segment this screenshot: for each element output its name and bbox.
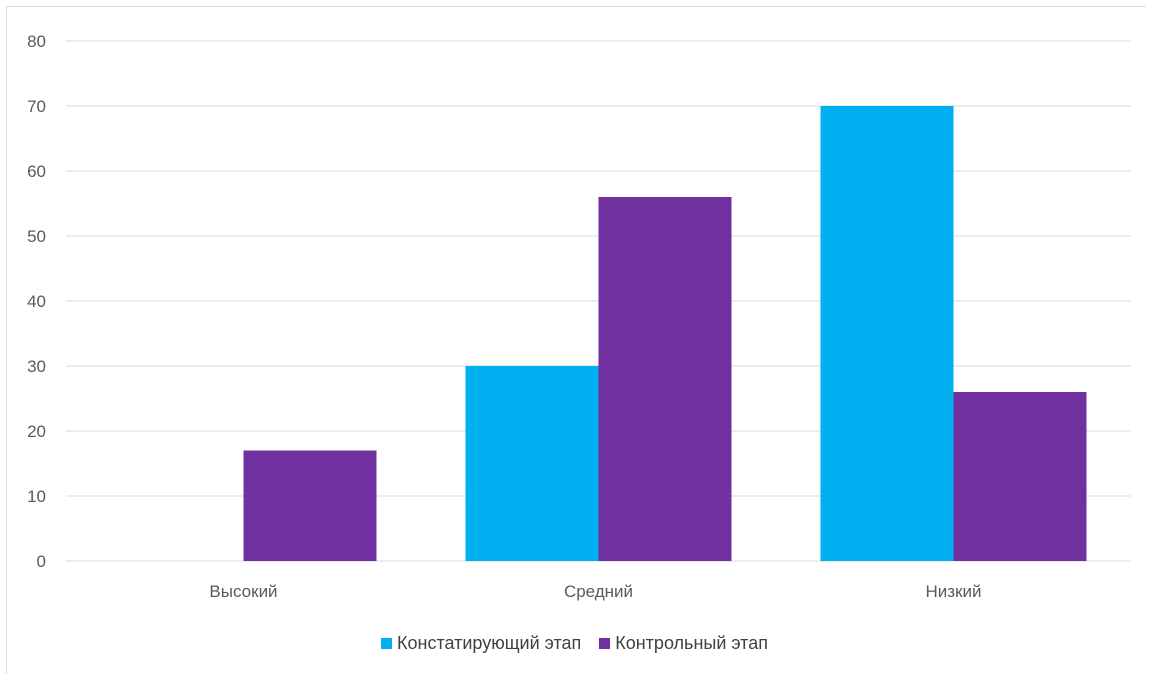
bar-2-1 <box>243 450 377 561</box>
y-tick-label: 30 <box>27 357 46 376</box>
x-category-label: Высокий <box>209 582 277 601</box>
y-tick-label: 70 <box>27 97 46 116</box>
chart-frame <box>6 6 1146 674</box>
legend: Констатирующий этап Контрольный этап <box>0 633 1149 654</box>
y-tick-label: 60 <box>27 162 46 181</box>
bar-1-2 <box>465 366 599 561</box>
legend-swatch <box>381 638 393 649</box>
y-tick-label: 40 <box>27 292 46 311</box>
bar-1-3 <box>820 106 954 561</box>
legend-label: Констатирующий этап <box>397 633 582 653</box>
x-axis-categories: Высокий Средний Низкий <box>209 582 981 601</box>
y-tick-label: 80 <box>27 32 46 51</box>
legend-swatch <box>599 638 611 649</box>
x-category-label: Низкий <box>926 582 982 601</box>
y-tick-label: 50 <box>27 227 46 246</box>
y-tick-label: 0 <box>37 552 46 571</box>
x-category-label: Средний <box>564 582 633 601</box>
bar-2-2 <box>598 197 732 561</box>
bars <box>243 106 1087 561</box>
legend-item-series-2: Контрольный этап <box>599 633 768 654</box>
y-axis-ticks: 0 10 20 30 40 50 60 70 80 <box>27 32 46 571</box>
bar-2-3 <box>953 392 1087 561</box>
y-tick-label: 20 <box>27 422 46 441</box>
legend-label: Контрольный этап <box>615 633 768 653</box>
legend-item-series-1: Констатирующий этап <box>381 633 581 654</box>
y-tick-label: 10 <box>27 487 46 506</box>
